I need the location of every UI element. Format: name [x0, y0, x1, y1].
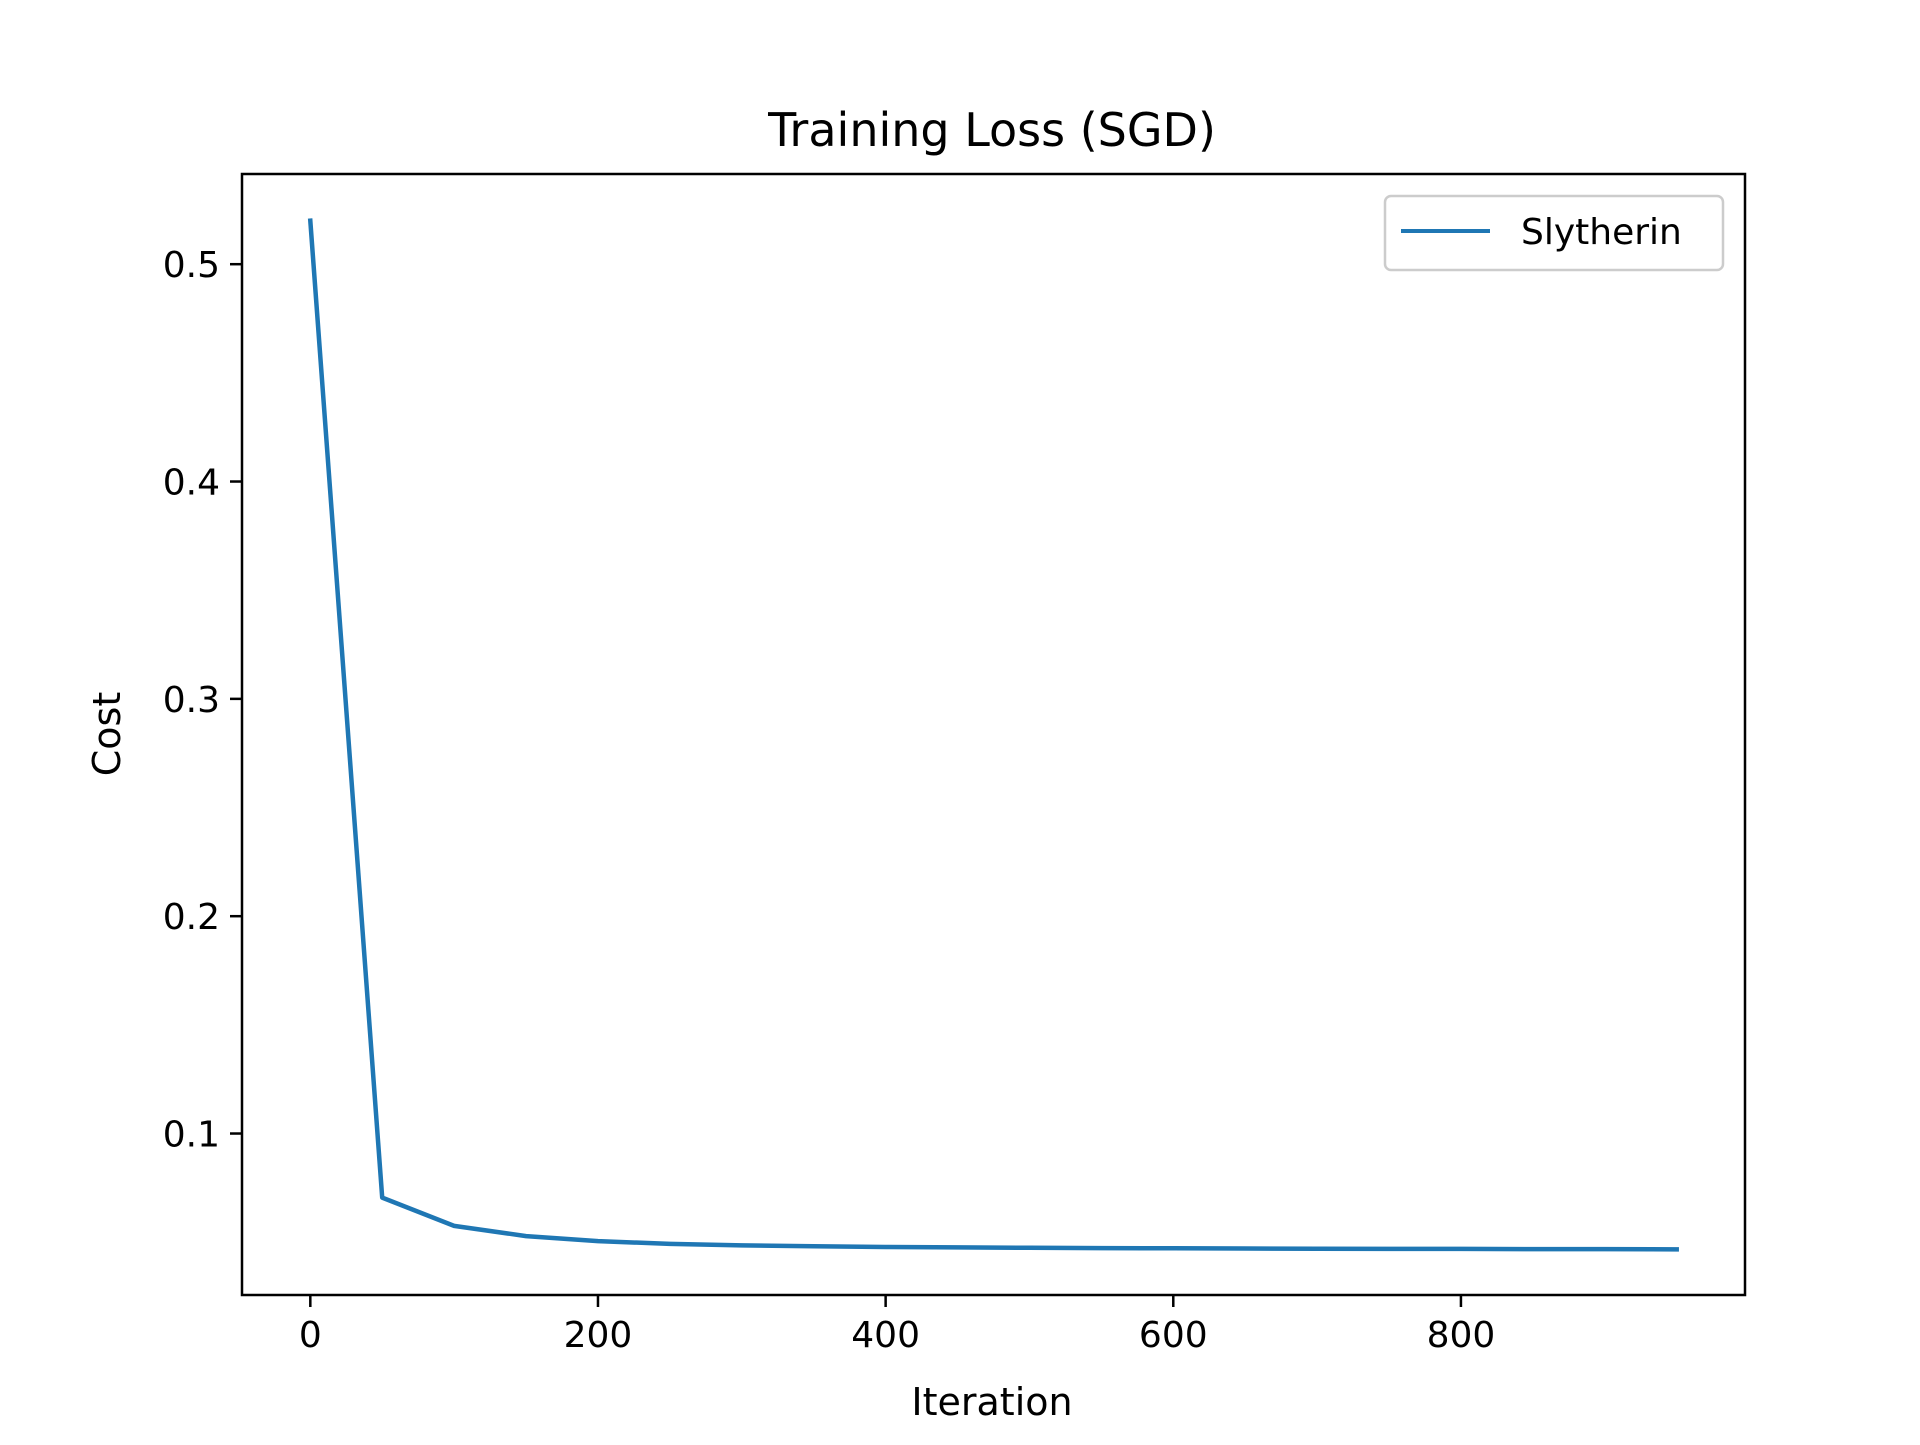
chart-title: Training Loss (SGD) [767, 103, 1216, 157]
series-line-slytherin [307, 218, 1679, 1252]
axes-frame [240, 172, 1747, 1297]
plot-area [307, 218, 1679, 1252]
y-tick-label: 0.4 [163, 463, 220, 504]
y-tick-label: 0.1 [163, 1115, 220, 1156]
y-tick-label: 0.5 [163, 245, 220, 286]
legend-box [1383, 194, 1725, 272]
x-axis-label: Iteration [911, 1380, 1072, 1424]
x-tick-label: 800 [1427, 1315, 1496, 1356]
legend: Slytherin [1383, 194, 1725, 272]
legend-label-slytherin: Slytherin [1521, 212, 1682, 253]
y-tick-label: 0.3 [163, 680, 220, 721]
x-tick-label: 200 [564, 1315, 633, 1356]
x-tick-label: 0 [299, 1315, 322, 1356]
x-tick-label: 600 [1139, 1315, 1208, 1356]
axis-ticks: 0 200 400 600 800 0.1 0.2 0.3 0.4 0.5 [163, 245, 1496, 1356]
x-tick-label: 400 [851, 1315, 920, 1356]
y-tick-label: 0.2 [163, 897, 220, 938]
y-axis-label: Cost [85, 692, 129, 776]
